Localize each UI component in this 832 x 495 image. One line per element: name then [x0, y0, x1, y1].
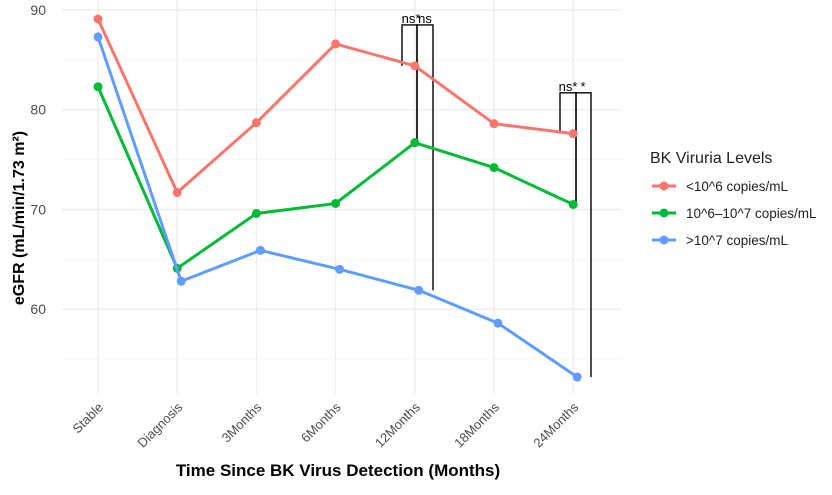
legend-label: <10^6 copies/mL	[686, 179, 789, 194]
data-point	[489, 119, 499, 129]
x-tick-label: 6Months	[298, 399, 344, 445]
significance-label: ns*	[402, 11, 421, 26]
data-point	[93, 14, 103, 24]
legend-label: 10^6–10^7 copies/mL	[686, 206, 817, 221]
x-tick-label: 18Months	[451, 399, 502, 450]
series-lines	[93, 14, 582, 382]
data-point	[414, 285, 424, 295]
significance-bracket: ns*	[559, 79, 578, 205]
significance-label: *	[580, 79, 585, 94]
legend-label: >10^7 copies/mL	[686, 233, 789, 248]
significance-bracket: *	[575, 79, 592, 378]
grid	[62, 0, 622, 394]
data-point	[568, 129, 578, 139]
legend: BK Viruria Levels <10^6 copies/mL 10^6–10…	[650, 150, 817, 248]
series-1	[93, 14, 578, 198]
x-tick-label: 3Months	[219, 399, 265, 445]
data-point	[251, 118, 261, 128]
series-3	[93, 32, 582, 382]
data-point	[568, 199, 578, 209]
significance-label: ns*	[559, 79, 578, 94]
legend-title: BK Viruria Levels	[650, 150, 772, 167]
data-point	[172, 188, 182, 198]
legend-item: <10^6 copies/mL	[652, 179, 789, 194]
axes: 60 70 80 90 Stable Diagnosis 3Months 6Months 12M…	[30, 2, 581, 451]
x-axis-title: Time Since BK Virus Detection (Months)	[176, 461, 500, 480]
legend-item: 10^6–10^7 copies/mL	[652, 206, 817, 221]
x-tick-label: 12Months	[372, 399, 423, 450]
legend-key-point	[659, 235, 669, 245]
data-point	[410, 61, 420, 71]
data-point	[331, 198, 341, 208]
y-tick-label: 90	[30, 2, 46, 18]
significance-label: ns	[418, 11, 432, 26]
data-point	[489, 163, 499, 173]
data-point	[93, 32, 103, 42]
x-tick-label: Diagnosis	[134, 399, 185, 450]
data-point	[493, 318, 503, 328]
data-point	[93, 82, 103, 92]
data-point	[410, 138, 420, 148]
y-tick-label: 60	[30, 301, 46, 317]
bracket-line	[575, 92, 592, 378]
y-tick-label: 80	[30, 102, 46, 118]
data-point	[251, 208, 261, 218]
legend-item: >10^7 copies/mL	[652, 233, 789, 248]
legend-key-point	[659, 181, 669, 191]
data-point	[572, 372, 582, 382]
bracket-line	[416, 24, 434, 291]
data-point	[255, 245, 265, 255]
significance-bracket: ns	[416, 11, 434, 291]
data-point	[335, 264, 345, 274]
legend-key-point	[659, 208, 669, 218]
data-point	[176, 276, 186, 286]
y-tick-label: 70	[30, 201, 46, 217]
x-tick-label: 24Months	[530, 399, 581, 450]
data-point	[331, 39, 341, 49]
y-axis-title: eGFR (mL/min/1.73 m²)	[11, 131, 28, 305]
x-tick-label: Stable	[69, 400, 106, 437]
